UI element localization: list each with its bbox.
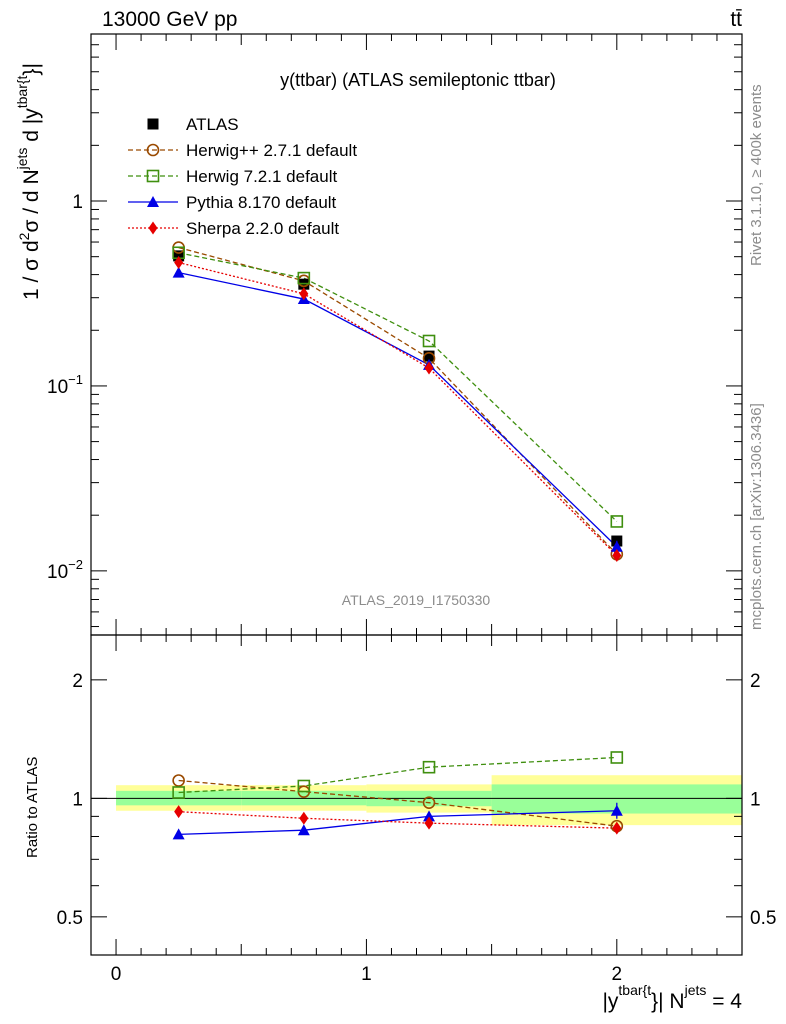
ratio-point-s1-0: [172, 786, 185, 799]
ratio-y-tick-label-left-1: 1: [72, 789, 83, 810]
x-tick-label-0: 0: [111, 964, 122, 985]
ratio-point-s3-2: [424, 816, 434, 830]
ratio-point-s2-3: [610, 804, 623, 816]
legend-label-0: ATLAS: [186, 115, 239, 134]
ratio-y-tick-label-left-0: 0.5: [57, 908, 83, 929]
legend-label-2: Herwig 7.2.1 default: [186, 167, 337, 186]
main-point-s3-0: [172, 266, 185, 278]
main-point-s2-2: [422, 334, 436, 348]
ratio-point-s2-2: [423, 810, 436, 822]
ratio-point-s0-0: [172, 774, 185, 787]
watermark: ATLAS_2019_I1750330: [342, 592, 491, 608]
x-axis-label: |ytbar{t}| Njets = 4: [602, 982, 742, 1013]
legend-label-3: Pythia 8.170 default: [186, 193, 337, 212]
ratio-y-tick-label-right-2: 2: [750, 671, 761, 692]
main-point-s0-2: [423, 350, 435, 362]
main-series-line-4: [178, 261, 618, 557]
header-left: 13000 GeV pp: [102, 8, 237, 31]
legend-marker-1: [146, 143, 160, 157]
ratio-series-line-3: [178, 811, 617, 829]
main-point-s2-3: [610, 515, 624, 528]
side-text-bottom: mcplots.cern.ch [arXiv:1306.3436]: [748, 403, 765, 630]
ratio-point-s1-1: [297, 779, 311, 793]
ratio-y-tick-label-right-1: 1: [750, 789, 761, 810]
legend: ATLAS Herwig++ 2.7.1 default Herwig 7.2.1 …: [128, 115, 357, 238]
ratio-point-s1-2: [422, 760, 436, 774]
main-point-s3-3: [610, 540, 623, 552]
legend-marker-2: [146, 169, 160, 183]
ratio-series-lines: [178, 756, 617, 836]
legend-label-1: Herwig++ 2.7.1 default: [186, 141, 357, 160]
ratio-y-tick-label-right-0: 0.5: [750, 908, 776, 929]
main-y-tick-label-2: 10−2: [47, 557, 83, 583]
ratio-point-s0-2: [422, 796, 436, 809]
main-point-s4-0: [174, 256, 184, 270]
x-tick-label-1: 1: [361, 964, 372, 985]
main-y-tick-label-1: 10−1: [47, 372, 83, 398]
ratio-y-tick-label-left-2: 2: [72, 671, 83, 692]
ratio-point-s1-3: [610, 751, 624, 764]
main-point-s4-3: [612, 549, 622, 563]
main-point-s4-1: [299, 287, 309, 301]
main-series-line-3: [178, 271, 618, 548]
main-series-line-1: [178, 246, 618, 555]
axis-ticks: 1 10−1 10−2 0 1 2 0.5 0.5 1 1 2 2: [47, 33, 776, 985]
side-text-top: Rivet 3.1.10, ≥ 400k events: [748, 84, 765, 266]
main-point-s2-1: [297, 271, 311, 285]
chart-title: y(ttbar) (ATLAS semileptonic ttbar): [280, 70, 556, 90]
ratio-point-s3-3: [612, 821, 622, 835]
legend-label-4: Sherpa 2.2.0 default: [186, 219, 339, 238]
ratio-point-s2-0: [172, 828, 185, 840]
ratio-series-line-1: [178, 756, 617, 794]
ratio-point-s2-1: [297, 824, 310, 836]
data-markers: [172, 241, 624, 840]
main-series-lines: [178, 246, 618, 557]
main-y-tick-label-0: 1: [72, 192, 83, 213]
main-series-line-2: [178, 252, 618, 522]
legend-marker-4: [148, 221, 158, 235]
x-tick-label-2: 2: [612, 964, 623, 985]
ratio-series-line-2: [178, 810, 617, 836]
legend-marker-3: [147, 196, 159, 207]
ratio-series-line-0: [178, 779, 617, 827]
ratio-point-s3-0: [174, 805, 184, 819]
ratio-y-axis-label: Ratio to ATLAS: [24, 757, 41, 858]
main-point-s0-0: [173, 250, 185, 262]
header-right: tt̄: [730, 8, 742, 31]
ratio-point-s3-1: [299, 811, 309, 825]
main-point-s4-2: [424, 361, 434, 375]
legend-marker-0: [147, 118, 159, 130]
main-y-axis-label: 1 / σ d2σ / d Njets d |ytbar{t}|: [14, 63, 43, 300]
